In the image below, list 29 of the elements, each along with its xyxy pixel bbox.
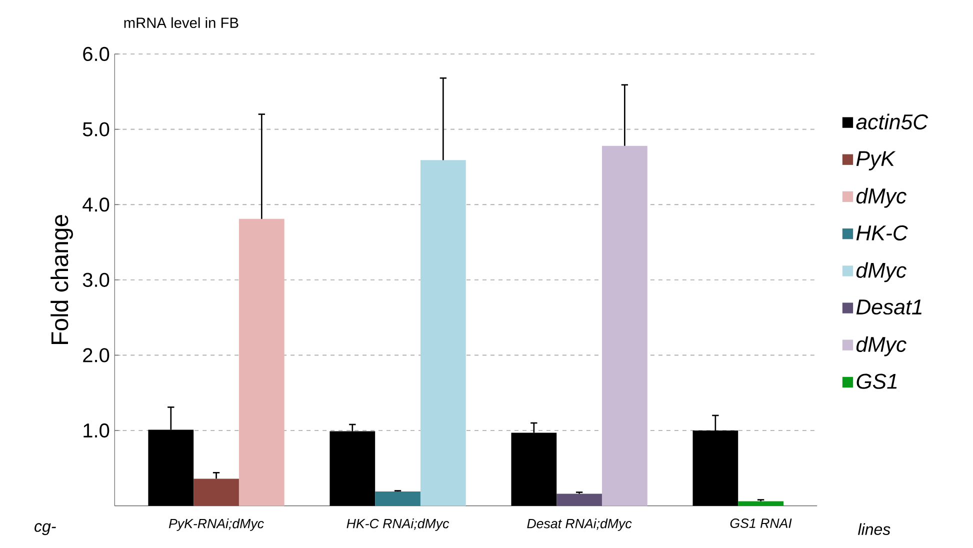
legend-label: PyK bbox=[856, 151, 896, 170]
bar bbox=[602, 146, 648, 506]
y-axis-title: Fold change bbox=[50, 215, 73, 344]
y-tick-label: 1.0 bbox=[84, 424, 110, 438]
text: lines bbox=[858, 523, 890, 536]
y-tick-label: 4.0 bbox=[82, 198, 110, 212]
x-tick-label: PyK-RNAi;dMyc bbox=[168, 518, 264, 532]
legend-label: GS1 bbox=[856, 374, 897, 389]
legend-label: dMyc bbox=[856, 336, 906, 356]
legend-label: dMyc bbox=[856, 262, 906, 282]
bar bbox=[556, 494, 602, 506]
x-tick-label: HK-C RNAi;dMyc bbox=[346, 518, 450, 532]
x-tick-label: Desat RNAi;dMyc bbox=[527, 518, 632, 532]
y-tick-label: 5.0 bbox=[82, 122, 110, 136]
y-tick-label: 2.0 bbox=[83, 348, 110, 362]
bar bbox=[375, 492, 420, 506]
x-tick-label: GS1 RNAI bbox=[730, 518, 792, 528]
bar bbox=[738, 501, 784, 506]
legend-label: HK-C bbox=[856, 225, 908, 241]
bar bbox=[238, 218, 284, 506]
bar bbox=[194, 478, 239, 506]
legend-label: actin5C bbox=[856, 114, 928, 130]
bar bbox=[420, 160, 466, 506]
y-tick-label: 3.0 bbox=[82, 272, 110, 288]
chart-title: mRNA level in FB bbox=[124, 17, 238, 28]
text: cg- bbox=[34, 523, 56, 536]
legend-label: Desat1 bbox=[856, 300, 922, 315]
legend-label: dMyc bbox=[856, 188, 906, 208]
y-tick-label: 6.0 bbox=[83, 46, 110, 62]
